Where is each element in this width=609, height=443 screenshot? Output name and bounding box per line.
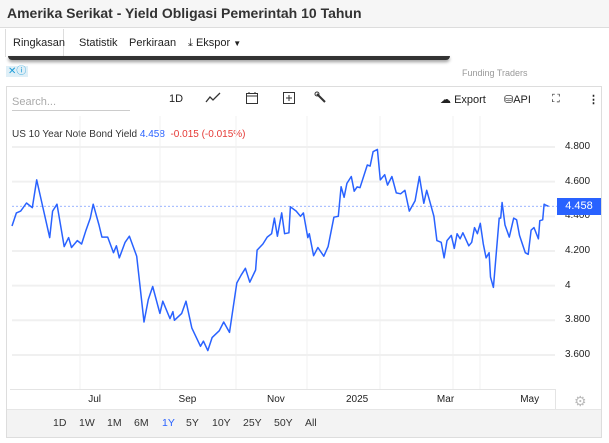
y-tick-label: 3.800 xyxy=(565,314,591,326)
fullscreen-icon[interactable]: ⛶ xyxy=(552,93,560,105)
x-axis-line xyxy=(10,389,555,390)
wrench-icon[interactable] xyxy=(314,91,328,108)
tab-ringkasan-box xyxy=(8,29,64,57)
calendar-icon[interactable] xyxy=(245,91,259,108)
compare-add-icon[interactable] xyxy=(282,91,296,108)
database-icon: ⛁ xyxy=(504,94,514,106)
title-bar: Amerika Serikat - Yield Obligasi Pemerin… xyxy=(0,0,609,28)
x-tick-label: May xyxy=(520,394,540,405)
legend-value: 4.458 xyxy=(139,129,165,140)
chart-type-icon[interactable] xyxy=(205,91,221,108)
search-input[interactable] xyxy=(12,93,130,111)
last-value-badge: 4.458 xyxy=(557,198,601,216)
tab-ekspor[interactable]: ⤓ Ekspor ▼ xyxy=(188,37,241,50)
x-tick-label: Mar xyxy=(436,394,455,405)
axis-separator xyxy=(555,389,556,409)
range-button-all[interactable]: All xyxy=(305,417,317,429)
x-tick-label: 2025 xyxy=(345,394,369,405)
range-button-1y[interactable]: 1Y xyxy=(162,417,175,429)
y-tick-label: 4.200 xyxy=(565,244,591,256)
settings-gear-icon[interactable]: ⚙ xyxy=(574,393,587,409)
x-tick-label: Jul xyxy=(88,394,102,405)
legend-series-name: US 10 Year Note Bond Yield xyxy=(12,129,138,140)
caret-down-icon: ▼ xyxy=(233,39,242,48)
tab-bar: Ringkasan Statistik Perkiraan ⤓ Ekspor ▼ xyxy=(5,29,609,57)
range-button-1d[interactable]: 1D xyxy=(53,417,67,429)
range-button-6m[interactable]: 6M xyxy=(134,417,149,429)
range-button-1w[interactable]: 1W xyxy=(79,417,95,429)
y-tick-label: 4.800 xyxy=(565,141,591,152)
y-tick-label: 4.600 xyxy=(565,175,591,187)
tab-statistik[interactable]: Statistik xyxy=(79,37,118,49)
x-tick-label: Sep xyxy=(178,394,197,405)
api-label: API xyxy=(513,94,531,106)
range-button-25y[interactable]: 25Y xyxy=(243,417,262,429)
export-label: Export xyxy=(454,94,486,106)
interval-button[interactable]: 1D xyxy=(169,93,184,105)
tab-ringkasan[interactable]: Ringkasan xyxy=(13,37,65,49)
legend-change: -0.015 (-0.015%) xyxy=(170,129,246,140)
divider xyxy=(8,56,450,60)
range-button-5y[interactable]: 5Y xyxy=(186,417,199,429)
more-options-icon[interactable]: ⋮ xyxy=(588,94,599,106)
ad-label[interactable]: Funding Traders xyxy=(462,68,528,78)
y-tick-label: 3.600 xyxy=(565,348,591,360)
range-button-10y[interactable]: 10Y xyxy=(212,417,231,429)
tab-ekspor-label: Ekspor xyxy=(195,37,231,49)
x-tick-label: Nov xyxy=(266,394,285,405)
page-title: Amerika Serikat - Yield Obligasi Pemerin… xyxy=(7,5,362,21)
chart-legend: US 10 Year Note Bond Yield 4.458 -0.015 … xyxy=(12,129,246,140)
chart-container xyxy=(6,86,602,438)
y-tick-label: 4.400 xyxy=(565,210,591,222)
api-button[interactable]: ⛁API xyxy=(504,93,531,106)
y-tick-label: 4 xyxy=(565,279,571,291)
download-icon: ⤓ xyxy=(188,37,193,49)
cloud-download-icon: ☁ xyxy=(440,94,451,106)
export-button[interactable]: ☁ Export xyxy=(440,93,486,106)
range-selector xyxy=(7,409,601,437)
ad-choices-icon[interactable]: ✕ⓘ xyxy=(6,66,29,77)
range-button-50y[interactable]: 50Y xyxy=(274,417,293,429)
tab-perkiraan[interactable]: Perkiraan xyxy=(129,37,177,49)
range-button-1m[interactable]: 1M xyxy=(107,417,122,429)
